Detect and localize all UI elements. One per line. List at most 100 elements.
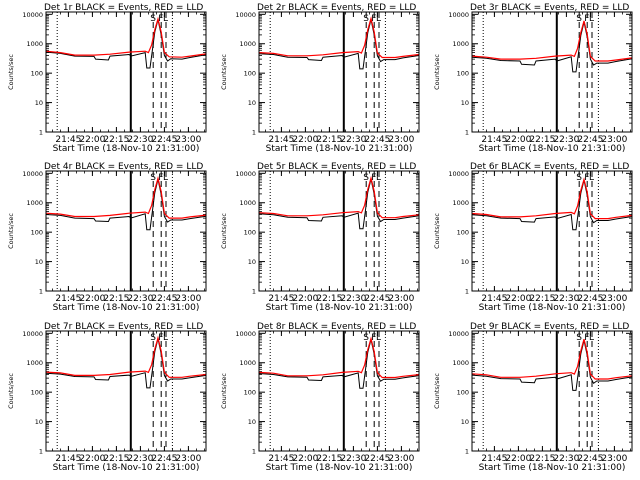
y-tick-label: 1 bbox=[39, 288, 43, 296]
series-line-lld bbox=[258, 336, 420, 379]
y-axis-label: Counts/sec bbox=[7, 373, 15, 409]
event-marker-label: F bbox=[371, 14, 376, 24]
series-line-lld bbox=[258, 16, 420, 59]
x-axis-label: Start Time (18-Nov-10 21:31:00) bbox=[266, 463, 413, 473]
event-marker-label: F bbox=[584, 173, 589, 183]
event-marker-label: S bbox=[150, 14, 156, 24]
x-tick-label: 22:30 bbox=[553, 294, 579, 304]
y-tick-label: 100 bbox=[31, 70, 43, 78]
x-axis-label: Start Time (18-Nov-10 21:31:00) bbox=[53, 303, 200, 313]
x-tick-label: 22:15 bbox=[103, 454, 129, 464]
y-tick-label: 1000 bbox=[26, 40, 43, 48]
series-line-events bbox=[45, 19, 207, 69]
event-marker-label: L bbox=[163, 173, 168, 183]
x-tick-label: 22:00 bbox=[505, 294, 531, 304]
event-marker-label: F bbox=[371, 173, 376, 183]
x-tick-label: 22:45 bbox=[364, 135, 390, 145]
event-marker-label: L bbox=[163, 333, 168, 343]
x-tick-label: 23:00 bbox=[175, 294, 201, 304]
series-line-events bbox=[258, 339, 420, 389]
x-tick-label: 21:45 bbox=[481, 454, 507, 464]
x-tick-label: 23:00 bbox=[601, 294, 627, 304]
x-tick-label: 23:00 bbox=[388, 294, 414, 304]
y-tick-label: 1 bbox=[39, 129, 43, 137]
x-axis-label: Start Time (18-Nov-10 21:31:00) bbox=[479, 303, 626, 313]
x-tick-label: 21:45 bbox=[268, 454, 294, 464]
x-tick-label: 22:00 bbox=[292, 454, 318, 464]
x-tick-label: 22:15 bbox=[529, 294, 555, 304]
x-tick-label: 22:45 bbox=[577, 454, 603, 464]
plot-frame bbox=[258, 330, 420, 452]
x-tick-label: 22:30 bbox=[127, 294, 153, 304]
x-tick-label: 21:45 bbox=[481, 294, 507, 304]
x-tick-label: 23:00 bbox=[175, 454, 201, 464]
series-line-events bbox=[258, 19, 420, 70]
x-tick-label: 22:45 bbox=[577, 135, 603, 145]
plot-frame bbox=[258, 11, 420, 133]
event-marker-label: S bbox=[150, 173, 156, 183]
y-tick-label: 1 bbox=[465, 448, 469, 456]
x-tick-label: 22:30 bbox=[553, 135, 579, 145]
y-tick-label: 1 bbox=[39, 448, 43, 456]
event-marker-label: F bbox=[371, 333, 376, 343]
x-tick-label: 23:00 bbox=[388, 454, 414, 464]
y-axis-label: Counts/sec bbox=[220, 54, 228, 90]
x-tick-label: 21:45 bbox=[268, 135, 294, 145]
event-marker-label: S bbox=[576, 14, 582, 24]
y-tick-label: 10000 bbox=[448, 330, 469, 338]
panel-title: Det 1r BLACK = Events, RED = LLD bbox=[44, 3, 203, 13]
y-tick-label: 10 bbox=[461, 258, 469, 266]
y-tick-label: 100 bbox=[244, 70, 256, 78]
y-tick-label: 100 bbox=[457, 389, 469, 397]
x-tick-label: 22:45 bbox=[577, 294, 603, 304]
y-tick-label: 100 bbox=[244, 229, 256, 237]
x-tick-label: 21:45 bbox=[55, 454, 81, 464]
panel-title: Det 3r BLACK = Events, RED = LLD bbox=[470, 3, 629, 13]
y-tick-label: 1000 bbox=[452, 359, 469, 367]
x-tick-label: 22:00 bbox=[79, 294, 105, 304]
y-axis-label: Counts/sec bbox=[7, 213, 15, 249]
y-tick-label: 10000 bbox=[448, 11, 469, 19]
y-tick-label: 10 bbox=[35, 418, 43, 426]
event-marker-label: S bbox=[150, 333, 156, 343]
plot-frame bbox=[258, 170, 420, 292]
x-tick-label: 23:00 bbox=[175, 135, 201, 145]
y-tick-label: 10000 bbox=[22, 11, 43, 19]
x-tick-label: 22:30 bbox=[340, 135, 366, 145]
plot-frame bbox=[471, 11, 633, 133]
y-tick-label: 10000 bbox=[448, 170, 469, 178]
panel-title: Det 2r BLACK = Events, RED = LLD bbox=[257, 3, 416, 13]
x-tick-label: 23:00 bbox=[601, 454, 627, 464]
x-tick-label: 22:45 bbox=[151, 135, 177, 145]
y-tick-label: 100 bbox=[31, 229, 43, 237]
x-axis-label: Start Time (18-Nov-10 21:31:00) bbox=[53, 463, 200, 473]
series-line-lld bbox=[45, 16, 207, 58]
y-tick-label: 100 bbox=[457, 70, 469, 78]
x-axis-label: Start Time (18-Nov-10 21:31:00) bbox=[266, 303, 413, 313]
x-tick-label: 22:15 bbox=[103, 135, 129, 145]
plot-frame bbox=[45, 330, 207, 452]
x-tick-label: 22:15 bbox=[316, 454, 342, 464]
y-axis-label: Counts/sec bbox=[7, 54, 15, 90]
series-line-lld bbox=[258, 175, 420, 219]
series-line-events bbox=[471, 22, 633, 73]
series-line-events bbox=[45, 338, 207, 389]
event-marker-label: L bbox=[589, 173, 594, 183]
y-tick-label: 100 bbox=[457, 229, 469, 237]
y-tick-label: 10000 bbox=[235, 170, 256, 178]
panel-title: Det 6r BLACK = Events, RED = LLD bbox=[470, 162, 629, 172]
y-tick-label: 1000 bbox=[239, 199, 256, 207]
y-tick-label: 10 bbox=[461, 99, 469, 107]
x-tick-label: 22:30 bbox=[340, 454, 366, 464]
y-tick-label: 10 bbox=[248, 99, 256, 107]
event-marker-label: F bbox=[158, 173, 163, 183]
panel-title: Det 5r BLACK = Events, RED = LLD bbox=[257, 162, 416, 172]
series-line-lld bbox=[45, 175, 207, 219]
x-axis-label: Start Time (18-Nov-10 21:31:00) bbox=[53, 144, 200, 154]
